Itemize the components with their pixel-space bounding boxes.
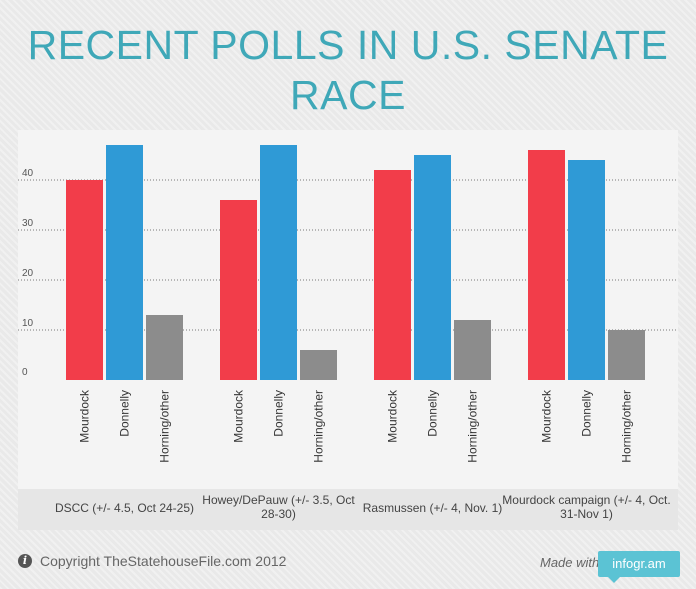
bar-chart: 0 10 20 30 40 Mourdock Donnelly Horning/other DS… [18, 145, 678, 521]
y-tick-label: 20 [22, 268, 34, 279]
bar-horning-other-4 [608, 330, 645, 380]
series-label: Horning/other [620, 390, 634, 463]
bar-donnelly-3 [414, 155, 451, 380]
category-strip [18, 489, 678, 530]
y-tick-label: 10 [22, 318, 34, 329]
y-tick-label: 40 [22, 168, 34, 179]
series-label: Donnelly [580, 390, 594, 437]
series-label: Mourdock [386, 389, 400, 443]
bar-mourdock-1 [66, 180, 103, 380]
category-label: Howey/DePauw (+/- 3.5, Oct 28-30) [202, 493, 355, 521]
bar-horning-other-2 [300, 350, 337, 380]
bar-mourdock-3 [374, 170, 411, 380]
category-label: Mourdock campaign (+/- 4, Oct. 31-Nov 1) [502, 493, 670, 521]
y-tick-label: 30 [22, 218, 34, 229]
infogram-badge[interactable]: infogr.am [598, 551, 680, 583]
bar-donnelly-2 [260, 145, 297, 380]
series-label: Mourdock [78, 389, 92, 443]
y-tick-label: 0 [22, 367, 28, 378]
series-label: Donnelly [426, 390, 440, 437]
category-label: Rasmussen (+/- 4, Nov. 1) [363, 501, 503, 515]
series-label: Horning/other [312, 390, 326, 463]
category-label: DSCC (+/- 4.5, Oct 24-25) [55, 501, 194, 515]
bar-horning-other-3 [454, 320, 491, 380]
series-label: Mourdock [232, 389, 246, 443]
series-label: Horning/other [158, 390, 172, 463]
footer: i Copyright TheStatehouseFile.com 2012 [18, 553, 286, 569]
series-label: Mourdock [540, 389, 554, 443]
series-label: Donnelly [272, 390, 286, 437]
info-icon: i [18, 554, 32, 568]
series-label: Horning/other [466, 390, 480, 463]
made-with-text: Made with [540, 555, 600, 570]
series-label: Donnelly [118, 390, 132, 437]
bar-horning-other-1 [146, 315, 183, 380]
bar-mourdock-4 [528, 150, 565, 380]
bar-mourdock-2 [220, 200, 257, 380]
title-line-1: RECENT POLLS IN U.S. SENATE RACE [27, 22, 669, 118]
chart-panel: 0 10 20 30 40 Mourdock Donnelly Horning/other DS… [18, 130, 678, 530]
bar-donnelly-4 [568, 160, 605, 380]
copyright-text: Copyright TheStatehouseFile.com 2012 [40, 553, 287, 569]
bar-donnelly-1 [106, 145, 143, 380]
